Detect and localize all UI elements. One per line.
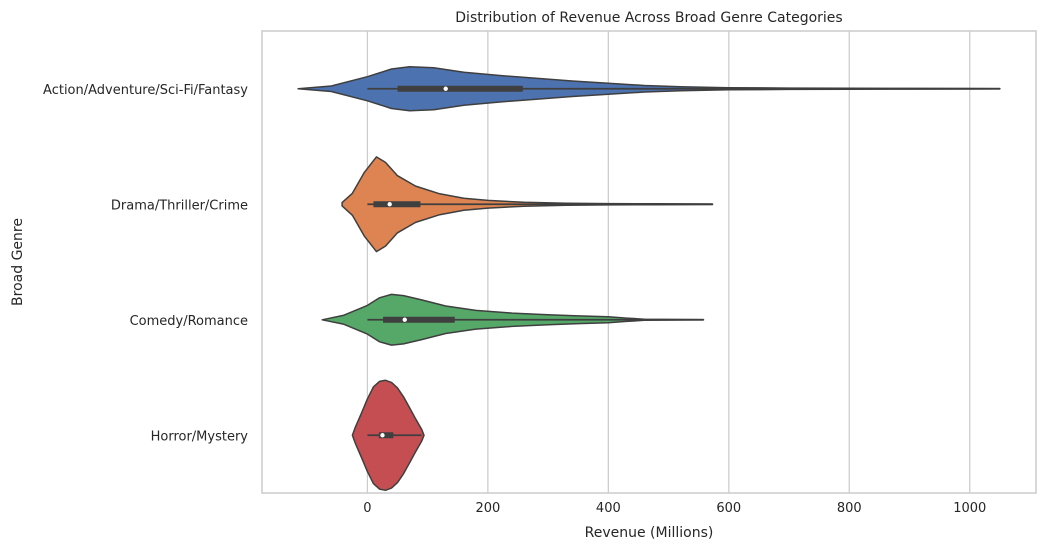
chart-title: Distribution of Revenue Across Broad Gen…: [455, 10, 842, 26]
y-axis-ticks: Action/Adventure/Sci-Fi/Fantasy Drama/Thr…: [43, 83, 248, 445]
violin-iqr-box: [378, 432, 394, 439]
violins: [297, 66, 1001, 492]
x-tick-label: 200: [475, 501, 500, 516]
x-tick-label: 800: [837, 501, 862, 516]
violin-median-marker: [380, 433, 385, 438]
y-tick-label: Action/Adventure/Sci-Fi/Fantasy: [43, 83, 248, 98]
violin-median-marker: [443, 86, 448, 91]
y-axis-label: Broad Genre: [10, 218, 26, 306]
violin-iqr-box: [383, 316, 455, 323]
plot-area-frame: [261, 30, 1037, 494]
violin-median-marker: [387, 202, 392, 207]
x-axis-ticks: 0 200 400 600 800 1000: [363, 501, 986, 516]
violin-iqr-box: [373, 201, 421, 208]
violin-iqr-box: [397, 85, 523, 92]
y-tick-label: Comedy/Romance: [130, 314, 248, 329]
x-tick-label: 600: [716, 501, 741, 516]
x-tick-label: 0: [363, 501, 371, 516]
y-tick-label: Horror/Mystery: [151, 429, 249, 444]
violin-median-marker: [402, 317, 407, 322]
x-axis-label: Revenue (Millions): [585, 525, 714, 541]
y-tick-label: Drama/Thriller/Crime: [111, 198, 248, 213]
x-tick-label: 400: [596, 501, 621, 516]
x-tick-label: 1000: [953, 501, 986, 516]
